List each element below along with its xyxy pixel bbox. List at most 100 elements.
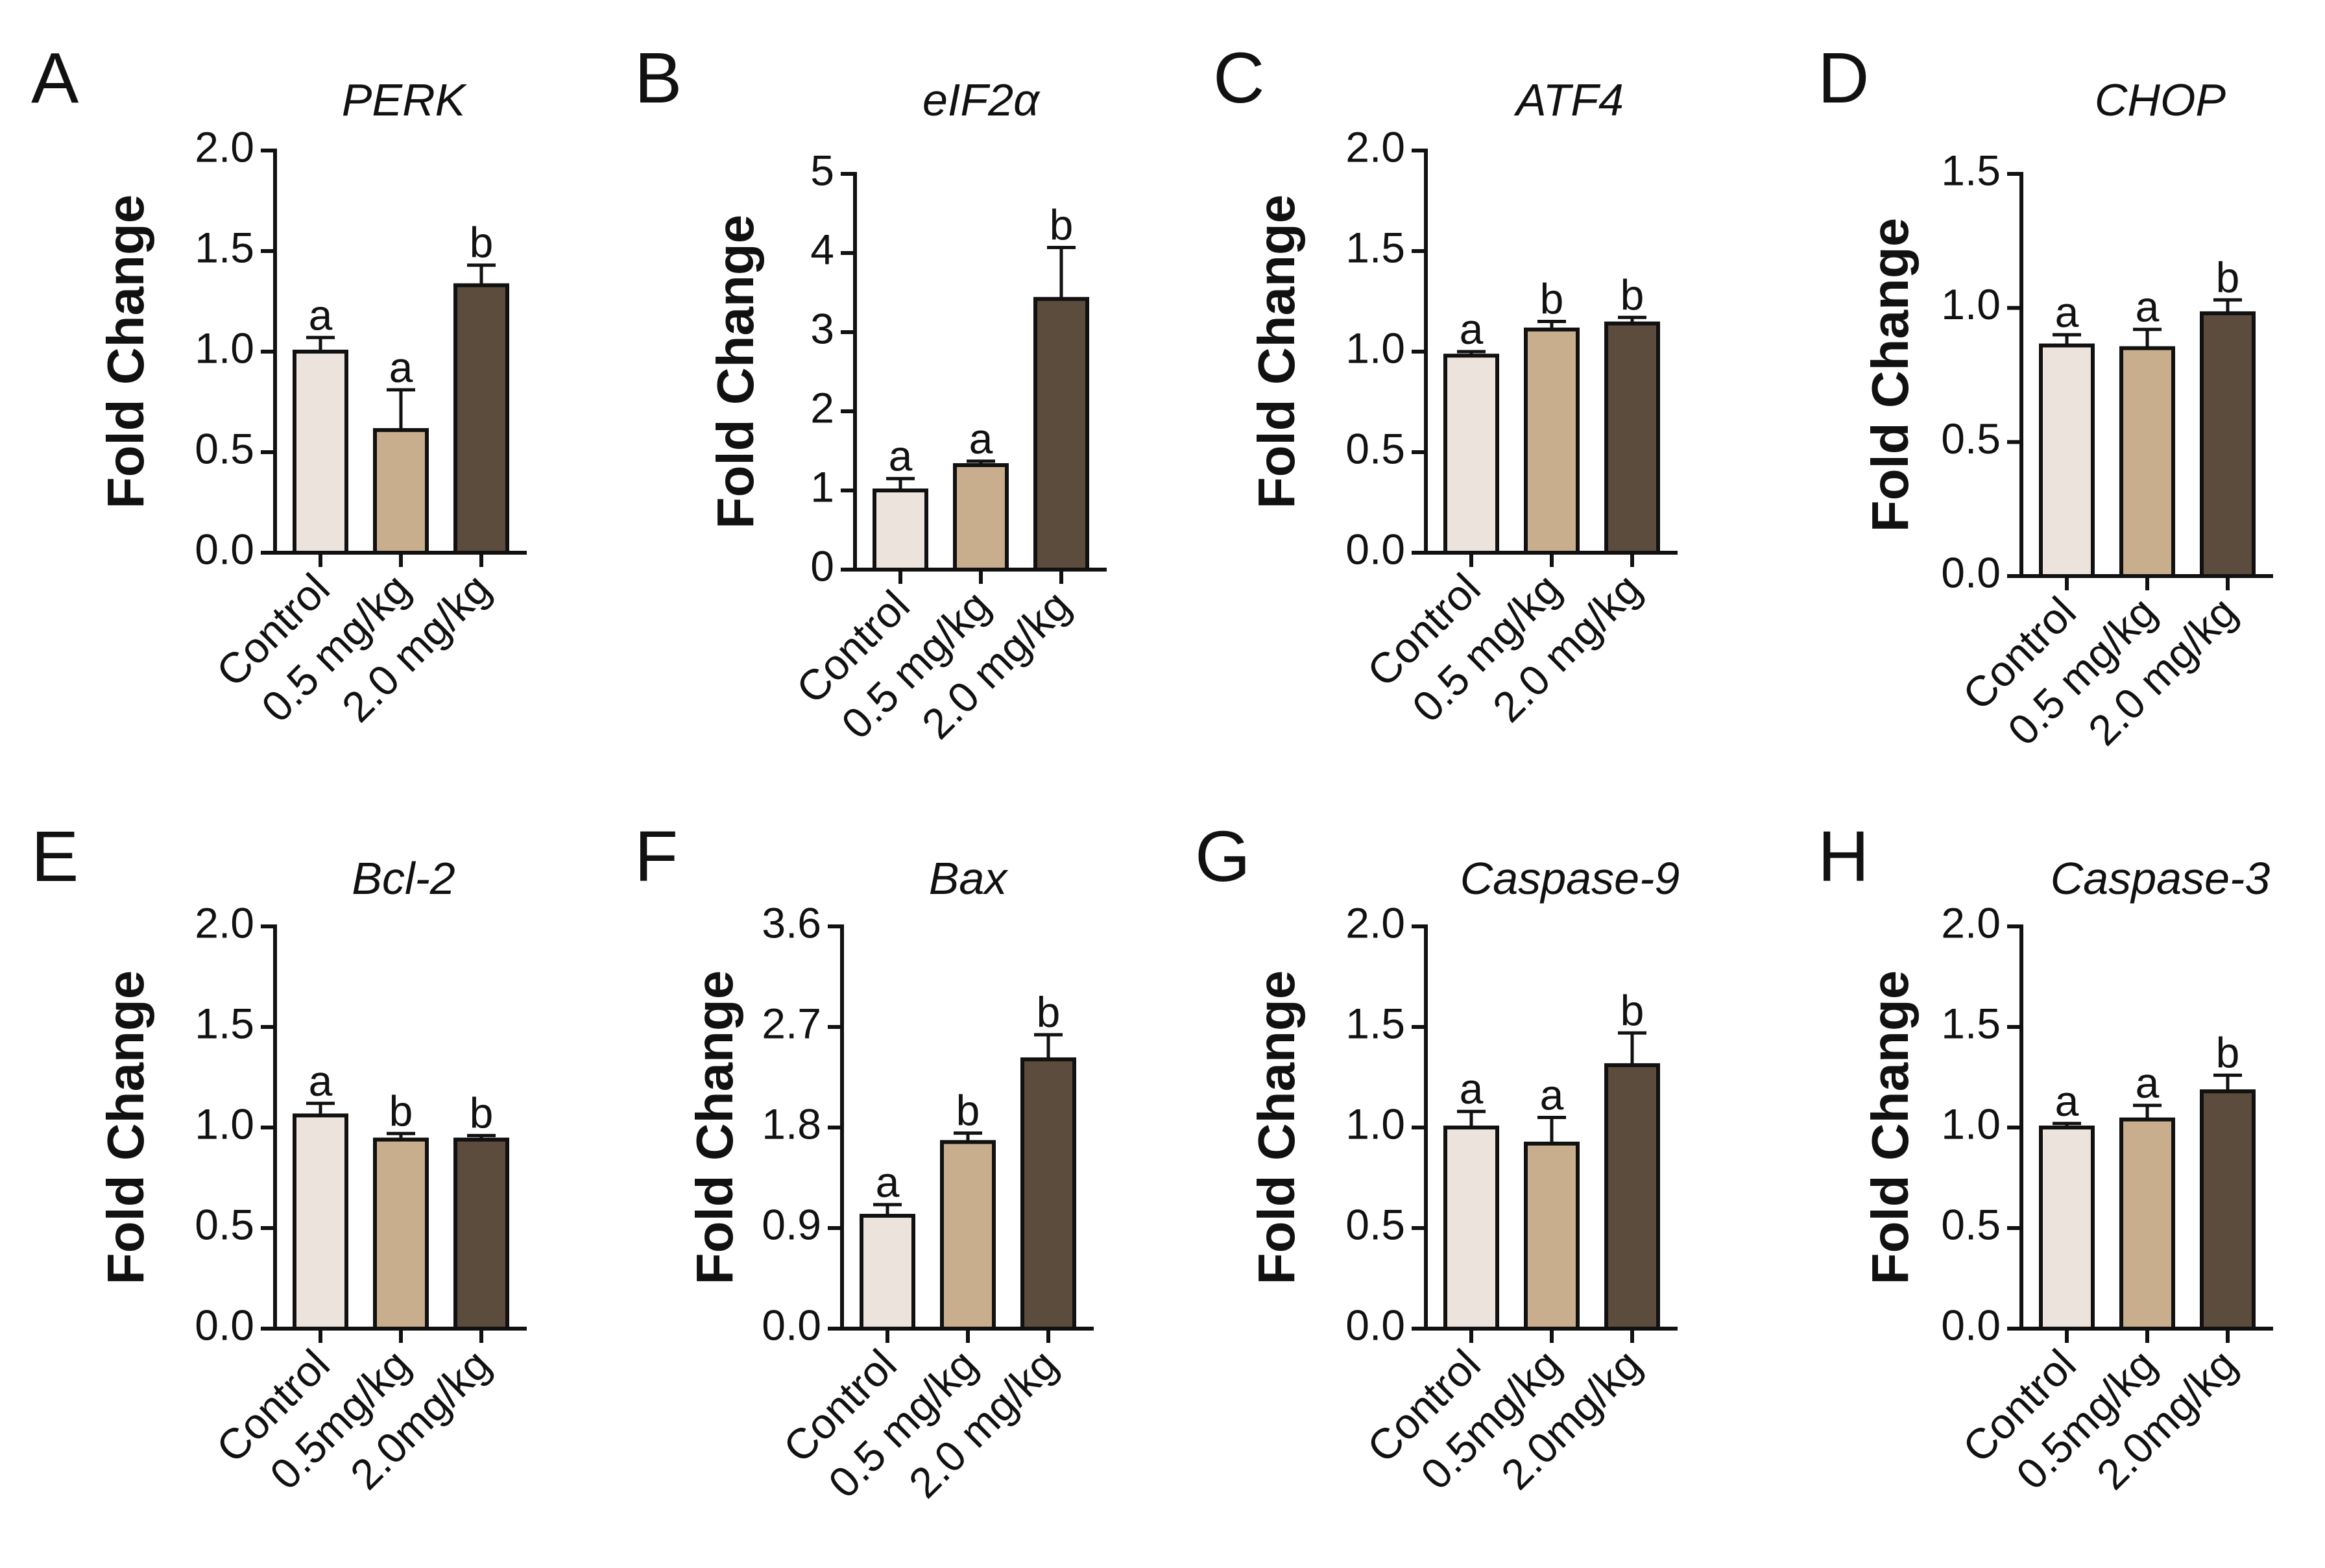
chart-title: Caspase-3 [2051,853,2271,904]
y-tick-label: 5 [810,146,834,194]
bar-0-5mg-kg [373,1137,429,1331]
y-tick-label: 1 [810,463,834,511]
y-tick-label: 2.0 [1345,899,1405,947]
y-axis-label: Fold Change [686,971,743,1285]
panel-letter: C [1213,38,1264,118]
y-tick-label: 2.0 [195,123,254,171]
y-tick-label: 4 [810,225,834,273]
y-tick-label: 1.8 [762,1100,821,1148]
bar-2-0mg-kg [1604,1063,1660,1331]
chart-title: eIF2α [922,75,1041,125]
y-tick-label: 2 [810,383,834,431]
y-tick-label: 0.9 [762,1200,821,1248]
y-tick-label: 1.0 [195,324,254,372]
bar-control [873,488,928,572]
significance-letter: a [1460,1065,1484,1113]
y-tick-label: 1.5 [195,223,254,271]
significance-letter: b [2216,1028,2240,1076]
significance-letter: b [470,219,494,267]
y-tick-label: 0.0 [1941,1301,2001,1349]
bar-0-5-mg-kg [953,463,1009,572]
panel-letter: G [1195,817,1251,897]
y-tick-label: 1.0 [1345,1100,1405,1148]
y-tick-label: 2.0 [1345,123,1405,171]
y-axis-label: Fold Change [1861,971,1919,1285]
bar-2-0-mg-kg [1020,1057,1076,1331]
y-axis-label: Fold Change [97,195,154,509]
y-axis-label: Fold Change [1247,971,1305,1285]
y-tick-label: 0.0 [195,525,254,573]
significance-letter: b [1050,200,1074,248]
chart-title: ATF4 [1513,75,1624,125]
bar-2-0mg-kg [453,1137,509,1331]
y-tick-label: 0.5 [1345,1200,1405,1248]
significance-letter: b [1037,988,1061,1036]
y-tick-label: 0.5 [195,1200,254,1248]
significance-letter: b [956,1087,980,1135]
y-axis-label: Fold Change [706,215,764,529]
y-tick-label: 1.0 [1941,280,2001,328]
significance-letter: a [389,343,413,391]
y-tick-label: 0.0 [1941,548,2001,596]
y-axis-label: Fold Change [1861,218,1919,532]
bar-2-0-mg-kg [1033,296,1089,572]
y-tick-label: 3 [810,304,834,352]
chart-title: PERK [342,75,468,125]
y-tick-label: 2.0 [1941,899,2001,947]
significance-letter: a [1460,305,1484,353]
panel-letter: D [1818,38,1869,118]
bar-control [293,1113,348,1331]
significance-letter: a [309,1057,333,1105]
chart-title: Bcl-2 [352,853,455,904]
y-tick-label: 0.5 [195,424,254,472]
y-tick-label: 2.7 [762,999,821,1047]
significance-letter: b [1620,271,1644,319]
y-tick-label: 0.0 [762,1301,821,1349]
y-tick-label: 1.0 [1345,324,1405,372]
y-tick-label: 0.5 [1345,424,1405,472]
y-tick-label: 1.5 [1345,999,1405,1047]
bar-0-5-mg-kg [373,428,429,555]
significance-letter: a [2136,283,2160,331]
y-axis-label: Fold Change [1247,195,1305,509]
significance-letter: b [1540,275,1564,323]
panel-letter: A [31,38,79,118]
bar-0-5-mg-kg [1524,327,1580,555]
chart-title: Caspase-9 [1460,853,1680,904]
bar-control [860,1214,915,1331]
bar-0-5mg-kg [1524,1141,1580,1331]
significance-letter: a [2055,1077,2079,1125]
significance-letter: b [470,1089,494,1137]
bar-control [2039,1126,2095,1331]
y-tick-label: 1.0 [195,1100,254,1148]
chart-title: Bax [929,853,1009,904]
y-axis-label: Fold Change [97,971,154,1285]
significance-letter: b [2216,253,2240,301]
significance-letter: a [889,432,913,480]
panel-letter: F [634,817,678,897]
significance-letter: b [389,1087,413,1135]
bar-0-5-mg-kg [2119,346,2175,579]
significance-letter: a [2055,288,2079,336]
y-tick-label: 1.5 [1345,223,1405,271]
y-tick-label: 0.0 [1345,525,1405,573]
y-tick-label: 1.5 [195,999,254,1047]
bar-control [293,350,348,555]
y-tick-label: 0.5 [1941,415,2001,463]
y-tick-label: 0.0 [195,1301,254,1349]
y-tick-label: 0.5 [1941,1200,2001,1248]
significance-letter: a [969,415,993,463]
panel-letter: B [634,38,682,118]
bar-0-5mg-kg [2119,1117,2175,1331]
panel-letter: H [1818,817,1869,897]
bar-2-0-mg-kg [1604,321,1660,555]
y-tick-label: 0.0 [1345,1301,1405,1349]
bar-0-5-mg-kg [940,1140,996,1331]
